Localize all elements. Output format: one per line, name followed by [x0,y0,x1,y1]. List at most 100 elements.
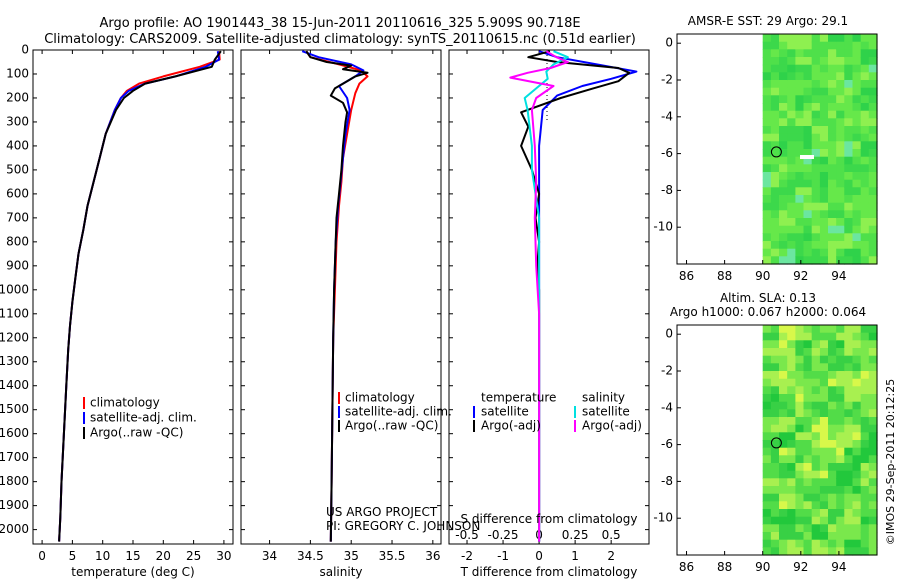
heatmap-cell [868,547,878,556]
heatmap-cell [819,509,829,518]
heatmap-cell [787,493,796,502]
figure-title-line1: Argo profile: AO 1901443_38 15-Jun-2011 … [99,16,580,31]
difference-x2label: S difference from climatology [461,512,638,526]
heatmap-cell [779,478,788,487]
heatmap-cell [852,241,862,250]
heatmap-cell [779,49,788,58]
heatmap-cell [803,41,813,50]
salinity-xlabel: salinity [319,565,362,579]
heatmap-cell [770,455,780,464]
heatmap-cell [770,110,780,119]
x-tick-label: 92 [793,269,808,283]
heatmap-cell [828,49,837,58]
heatmap-cell [868,95,878,104]
heatmap-cell [779,401,788,410]
heatmap-cell [868,64,878,73]
heatmap-cell [860,432,870,441]
heatmap-cell [803,524,813,533]
heatmap-cell [770,34,780,43]
heatmap-cell [787,95,796,104]
difference-legend: temperature satellite Argo(-adj) salinit… [473,391,642,433]
sst-map-axes: 86 88 90 92 94 0 -2 -4 -6 -8 -10 [653,36,846,283]
y-tick-label: 0 [21,43,29,57]
y-tick-label: 700 [6,210,29,224]
heatmap-cell [762,394,772,403]
heatmap-cell [779,424,788,433]
sla-heatmap-cells [762,325,878,556]
heatmap-cell [828,118,837,127]
heatmap-cell [836,72,845,81]
credit-pi: PI: GREGORY C. JOHNSON [326,519,480,533]
temperature-axes: 0 5 10 15 20 25 300100200300400500600700800900… [0,43,233,563]
heatmap-cell [836,241,845,250]
heatmap-cell [795,172,805,181]
heatmap-cell [762,547,772,556]
y-tick-label: 600 [6,186,29,200]
heatmap-cell [844,547,854,556]
heatmap-cell [803,509,813,518]
x-tick-label: 10 [95,549,110,563]
heatmap-cell [811,164,821,173]
heatmap-cell [779,225,788,234]
heatmap-cell [860,248,870,257]
heatmap-cell [779,195,788,204]
heatmap-cell [844,80,854,89]
heatmap-cell [828,195,837,204]
heatmap-cell [795,463,805,472]
legend-label-climatology: climatology [90,396,160,410]
heatmap-cell [860,187,870,196]
heatmap-cell [795,547,805,556]
heatmap-cell [844,486,854,495]
heatmap-cell [836,409,845,418]
heatmap-cell [819,478,829,487]
heatmap-cell [868,195,878,204]
heatmap-cell [852,325,862,334]
heatmap-cell [860,340,870,349]
heatmap-cell [868,332,878,341]
heatmap-cell [803,470,813,479]
heatmap-cell [836,501,845,510]
heatmap-cell [828,133,837,142]
heatmap-cell [836,401,845,410]
heatmap-cell [779,493,788,502]
heatmap-cell [852,233,862,242]
heatmap-cell [868,172,878,181]
heatmap-cell [811,95,821,104]
heatmap-cell [836,210,845,219]
heatmap-cell [852,80,862,89]
heatmap-cell [819,455,829,464]
heatmap-cell [828,225,837,234]
y-tick-label: -10 [653,220,673,234]
heatmap-cell [852,394,862,403]
legend-label-satellite: satellite-adj. clim. [345,405,452,419]
heatmap-cell [803,547,813,556]
heatmap-cell [787,49,796,58]
heatmap-cell [860,501,870,510]
heatmap-cell [779,233,788,242]
heatmap-cell [803,440,813,449]
y-tick-label: 1600 [0,426,29,440]
heatmap-cell [787,133,796,142]
heatmap-cell [762,103,772,112]
heatmap-cell [860,455,870,464]
heatmap-cell [762,187,772,196]
x-tick-label: 90 [755,560,770,574]
heatmap-cell [811,110,821,119]
heatmap-cell [770,64,780,73]
heatmap-cell [828,141,837,150]
y-tick-label: -2 [661,73,673,87]
heatmap-cell [844,210,854,219]
heatmap-cell [836,133,845,142]
heatmap-cell [844,478,854,487]
heatmap-cell [844,325,854,334]
heatmap-cell [779,64,788,73]
heatmap-cell [819,371,829,380]
heatmap-cell [770,172,780,181]
heatmap-cell [860,470,870,479]
heatmap-cell [819,164,829,173]
heatmap-cell [811,547,821,556]
heatmap-cell [803,348,813,357]
heatmap-cell [770,241,780,250]
heatmap-cell [811,417,821,426]
heatmap-cell [787,455,796,464]
